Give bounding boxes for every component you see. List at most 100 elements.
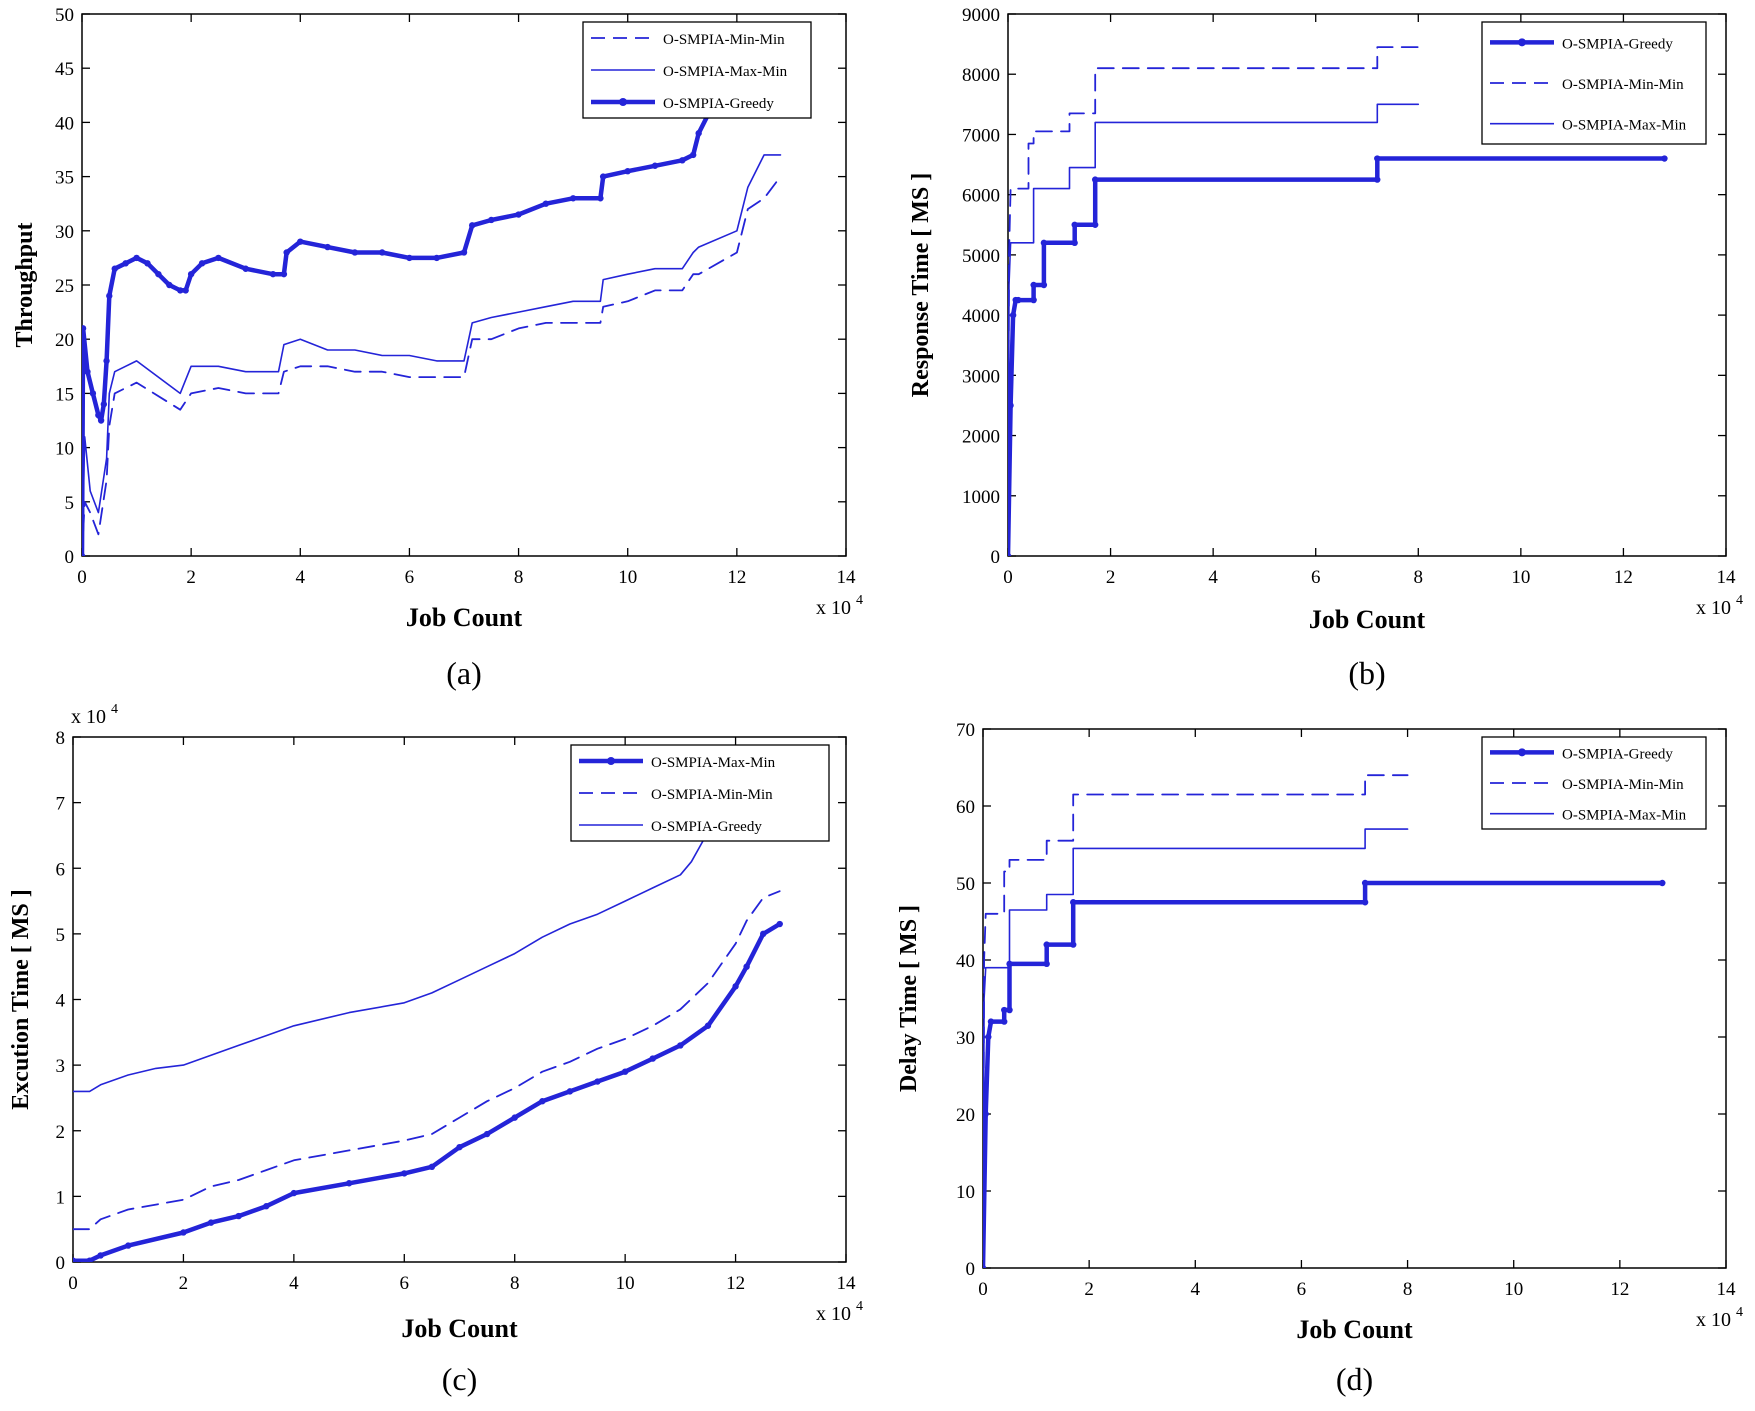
y-tick-label: 15 bbox=[55, 384, 74, 405]
legend-marker bbox=[1518, 748, 1526, 757]
data-point bbox=[82, 325, 87, 332]
x-tick-label: 10 bbox=[1504, 1279, 1523, 1300]
data-point bbox=[743, 963, 750, 970]
x-axis-exponent: x 10 4 bbox=[816, 1299, 863, 1325]
data-point bbox=[511, 1114, 518, 1121]
y-tick-label: 60 bbox=[956, 797, 975, 818]
y-tick-label: 0 bbox=[966, 1259, 976, 1280]
x-tick-label: 12 bbox=[1610, 1279, 1629, 1300]
series-line-o-smpia-max-min bbox=[1008, 103, 1420, 556]
data-point bbox=[97, 417, 105, 424]
y-tick-label: 9000 bbox=[962, 5, 1000, 26]
data-point bbox=[985, 1033, 992, 1041]
data-point bbox=[1001, 1018, 1008, 1025]
y-tick-label: 5 bbox=[56, 925, 66, 946]
data-point bbox=[1043, 941, 1050, 948]
data-point bbox=[180, 1229, 187, 1236]
data-point bbox=[468, 222, 476, 229]
data-point bbox=[1008, 402, 1014, 409]
series-line-o-smpia-max-min bbox=[983, 828, 1409, 1268]
y-tick-label: 40 bbox=[55, 113, 74, 134]
data-point bbox=[269, 270, 277, 278]
y-tick-label: 6000 bbox=[962, 186, 1000, 207]
legend-label: O-SMPIA-Greedy bbox=[1562, 746, 1673, 762]
y-tick-label: 1 bbox=[56, 1187, 66, 1208]
x-exponent-power: 4 bbox=[856, 593, 863, 608]
y-tick-label: 45 bbox=[55, 59, 74, 80]
y-tick-label: 2000 bbox=[962, 427, 1000, 448]
data-point bbox=[89, 390, 97, 397]
legend-label: O-SMPIA-Greedy bbox=[1562, 36, 1673, 52]
chart-panel-2: 0 2 4 6 8 10 12 14 0 1000 2000 3000 4000 5000 6000 7000… bbox=[908, 5, 1743, 691]
x-axis-exponent: x 10 4 bbox=[1696, 593, 1743, 619]
legend: O-SMPIA-Greedy O-SMPIA-Min-Min O-SMPIA-Max… bbox=[1481, 736, 1707, 830]
legend: O-SMPIA-Max-Min O-SMPIA-Min-Min O-SMPIA-Gr… bbox=[570, 744, 830, 842]
data-point bbox=[1659, 879, 1666, 887]
data-point bbox=[86, 1257, 93, 1262]
data-point bbox=[263, 1203, 270, 1210]
x-exponent-base: x 10 bbox=[816, 1303, 856, 1325]
x-tick-label: 10 bbox=[618, 567, 637, 588]
legend-label: O-SMPIA-Max-Min bbox=[1562, 808, 1687, 824]
y-tick-label: 10 bbox=[55, 439, 74, 460]
data-point bbox=[1006, 1006, 1013, 1014]
data-point bbox=[542, 200, 550, 207]
series-group bbox=[983, 774, 1666, 1268]
data-point bbox=[677, 1042, 684, 1049]
data-point bbox=[1009, 311, 1017, 319]
y-tick-label: 35 bbox=[55, 168, 74, 189]
data-point bbox=[177, 287, 184, 294]
data-point bbox=[456, 1143, 463, 1151]
data-point bbox=[198, 260, 206, 267]
y-tick-label: 30 bbox=[956, 1028, 975, 1049]
data-point bbox=[651, 162, 659, 169]
y-tick-label: 0 bbox=[56, 1253, 66, 1274]
x-tick-label: 8 bbox=[514, 567, 524, 588]
y-tick-label: 0 bbox=[65, 547, 75, 568]
data-point bbox=[599, 173, 607, 180]
y-tick-label: 5 bbox=[65, 493, 75, 514]
y-tick-label: 4000 bbox=[962, 306, 1000, 327]
data-point bbox=[73, 1257, 77, 1262]
data-point bbox=[215, 254, 222, 262]
x-exponent-power: 4 bbox=[856, 1299, 863, 1314]
data-point bbox=[280, 270, 288, 278]
legend-label: O-SMPIA-Max-Min bbox=[651, 755, 776, 771]
data-point bbox=[690, 151, 697, 159]
data-point bbox=[515, 211, 522, 218]
legend: O-SMPIA-Min-Min O-SMPIA-Max-Min O-SMPIA-Gr… bbox=[582, 21, 812, 119]
data-point bbox=[621, 1068, 629, 1075]
data-point bbox=[97, 1252, 104, 1259]
y-tick-label: 3 bbox=[56, 1056, 66, 1077]
x-tick-label: 0 bbox=[978, 1279, 988, 1300]
panel-label: (a) bbox=[446, 655, 482, 691]
data-point bbox=[624, 167, 631, 175]
x-tick-label: 4 bbox=[1208, 567, 1218, 588]
data-point bbox=[235, 1212, 242, 1220]
legend-label: O-SMPIA-Greedy bbox=[651, 819, 762, 835]
data-point bbox=[776, 920, 783, 928]
x-exponent-base: x 10 bbox=[1696, 597, 1736, 619]
data-point bbox=[759, 930, 767, 938]
x-tick-label: 0 bbox=[1003, 567, 1013, 588]
data-point bbox=[406, 254, 413, 262]
x-tick-label: 4 bbox=[1191, 1279, 1201, 1300]
y-exponent-base: x 10 bbox=[71, 706, 111, 728]
data-point bbox=[155, 270, 162, 278]
data-point bbox=[144, 260, 151, 267]
x-exponent-base: x 10 bbox=[1696, 1309, 1736, 1331]
plot-frame bbox=[1007, 13, 1727, 557]
x-tick-label: 6 bbox=[1297, 1279, 1307, 1300]
x-tick-label: 0 bbox=[77, 567, 87, 588]
x-tick-label: 6 bbox=[405, 567, 415, 588]
data-point bbox=[95, 411, 102, 419]
y-axis-label: Response Time [ MS ] bbox=[908, 173, 934, 397]
x-tick-label: 4 bbox=[289, 1273, 299, 1294]
y-tick-label: 10 bbox=[956, 1182, 975, 1203]
data-point bbox=[433, 254, 440, 262]
data-point bbox=[1071, 239, 1078, 247]
data-point bbox=[649, 1055, 656, 1062]
y-tick-label: 8 bbox=[56, 728, 66, 749]
chart-panel-4: 0 2 4 6 8 10 12 14 0 10 20 30 40 50 60 70 x 10 4 Job Coun… bbox=[896, 720, 1743, 1397]
data-point bbox=[594, 1078, 601, 1085]
